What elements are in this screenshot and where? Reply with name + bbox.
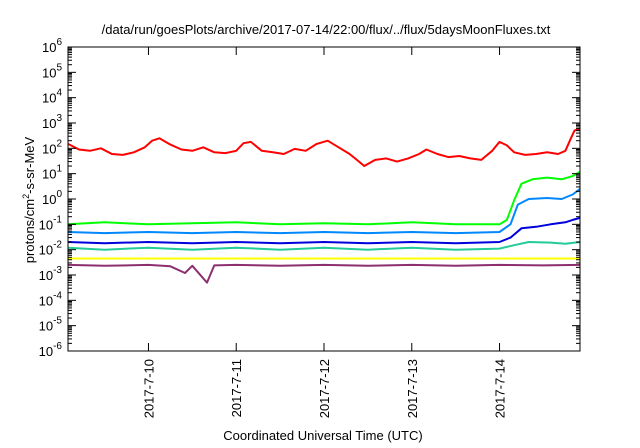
y-tick-label: 100: [42, 189, 62, 207]
y-tick-label: 102: [42, 138, 62, 156]
y-axis-label: protons/cm2-s-sr-MeV: [21, 136, 37, 263]
chart-title: /data/run/goesPlots/archive/2017-07-14/2…: [102, 22, 551, 37]
plot-frame: [67, 46, 581, 352]
y-tick-label: 10-1: [39, 214, 63, 232]
x-tick-label: 2017-7-13: [405, 359, 420, 418]
series-line-4: [67, 216, 581, 245]
plot-area: [67, 127, 581, 284]
y-tick-label: 10-6: [39, 341, 63, 359]
y-tick-label: 106: [42, 37, 62, 55]
series-line-1: [67, 127, 581, 167]
x-tick-label: 2017-7-14: [493, 359, 508, 418]
y-tick-label: 10-3: [39, 265, 63, 283]
x-tick-label: 2017-7-11: [229, 359, 244, 417]
x-tick-label: 2017-7-10: [141, 359, 156, 418]
x-tick-label: 2017-7-12: [317, 359, 332, 418]
y-axis-label-sup: 2: [21, 194, 31, 199]
y-tick-label: 10-2: [39, 240, 63, 258]
series-line-7: [67, 263, 581, 284]
y-tick-label: 101: [42, 164, 62, 182]
y-tick-label: 10-5: [39, 316, 63, 334]
x-axis-label: Coordinated Universal Time (UTC): [223, 428, 422, 443]
series-line-3: [67, 188, 581, 235]
y-axis-label-prefix: protons/cm: [22, 199, 37, 263]
y-axis-label-suffix: -s-sr-MeV: [22, 136, 37, 193]
y-tick-label: 104: [42, 88, 62, 106]
y-tick-label: 105: [42, 62, 62, 80]
series-line-2: [67, 170, 581, 226]
series-line-5: [67, 241, 581, 251]
y-tick-label: 10-4: [39, 290, 63, 308]
y-tick-label: 103: [42, 113, 62, 131]
